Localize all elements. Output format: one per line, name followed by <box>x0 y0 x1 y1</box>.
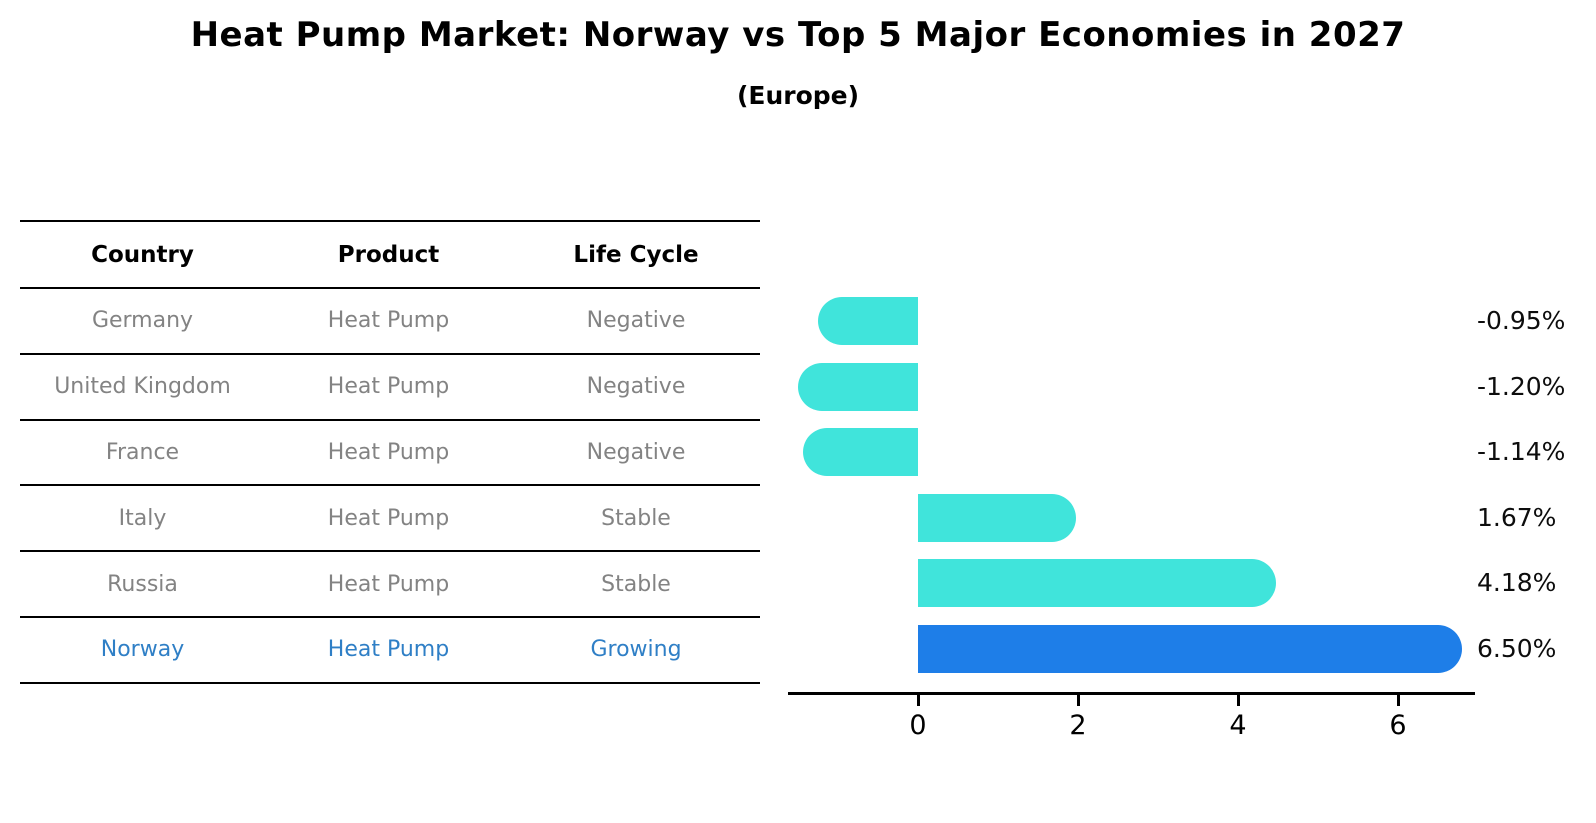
table-header-row: Country Product Life Cycle <box>20 222 760 289</box>
bar-chart-plot-area: 0 2 4 6 <box>788 283 1475 741</box>
cell-country: Norway <box>100 637 185 663</box>
cell-life-cycle: Stable <box>601 571 671 597</box>
bar-value-label: -1.20% <box>1477 371 1566 401</box>
x-axis-tick-label: 0 <box>909 710 927 741</box>
x-axis-tick-mark <box>1397 695 1400 706</box>
cell-product: Heat Pump <box>327 637 450 663</box>
table-row-russia: Russia Heat Pump Stable <box>20 552 760 618</box>
country-table: Country Product Life Cycle Germany Heat … <box>20 220 760 684</box>
table-header-life-cycle: Life Cycle <box>573 241 699 268</box>
bar-norway <box>918 624 1462 673</box>
x-axis-tick-label: 6 <box>1389 710 1407 741</box>
cell-country: Germany <box>91 308 194 334</box>
cell-product: Heat Pump <box>327 571 450 597</box>
table-row-italy: Italy Heat Pump Stable <box>20 486 760 553</box>
table-row-germany: Germany Heat Pump Negative <box>20 289 760 355</box>
bar-united-kingdom <box>798 362 918 411</box>
bar-value-label: -1.14% <box>1477 437 1566 466</box>
cell-country: Italy <box>118 505 167 531</box>
cell-product: Heat Pump <box>327 374 450 400</box>
x-axis-tick-label: 4 <box>1229 710 1247 741</box>
bar-france <box>802 428 918 476</box>
cell-country: France <box>105 439 180 465</box>
cell-country: United Kingdom <box>54 374 231 400</box>
table-header-product: Product <box>337 241 440 268</box>
cell-life-cycle: Negative <box>586 374 686 400</box>
table-row-norway: Norway Heat Pump Growing <box>20 618 760 684</box>
page-title: Heat Pump Market: Norway vs Top 5 Major … <box>190 15 1406 55</box>
x-axis-tick-mark <box>917 695 920 706</box>
x-axis-tick-mark <box>1077 695 1080 706</box>
bar-russia <box>918 559 1277 607</box>
bar-germany <box>818 297 918 345</box>
bar-value-label: 6.50% <box>1477 633 1557 663</box>
cell-product: Heat Pump <box>327 439 450 465</box>
table-header-country: Country <box>91 241 194 268</box>
cell-life-cycle: Negative <box>586 439 686 465</box>
bar-value-label: -0.95% <box>1477 306 1566 335</box>
bar-value-label: 4.18% <box>1477 568 1557 597</box>
cell-life-cycle: Negative <box>586 308 686 334</box>
x-axis-tick-mark <box>1237 695 1240 706</box>
x-axis-tick-label: 2 <box>1069 710 1087 741</box>
cell-product: Heat Pump <box>327 308 450 334</box>
table-row-france: France Heat Pump Negative <box>20 421 760 487</box>
cell-life-cycle: Growing <box>590 637 682 663</box>
cell-product: Heat Pump <box>327 505 450 531</box>
bar-value-label: 1.67% <box>1477 502 1557 532</box>
cell-country: Russia <box>107 571 178 597</box>
page-subtitle: (Europe) <box>736 81 860 110</box>
cell-life-cycle: Stable <box>601 505 671 531</box>
bar-italy <box>918 493 1076 542</box>
table-row-united-kingdom: United Kingdom Heat Pump Negative <box>20 355 760 421</box>
